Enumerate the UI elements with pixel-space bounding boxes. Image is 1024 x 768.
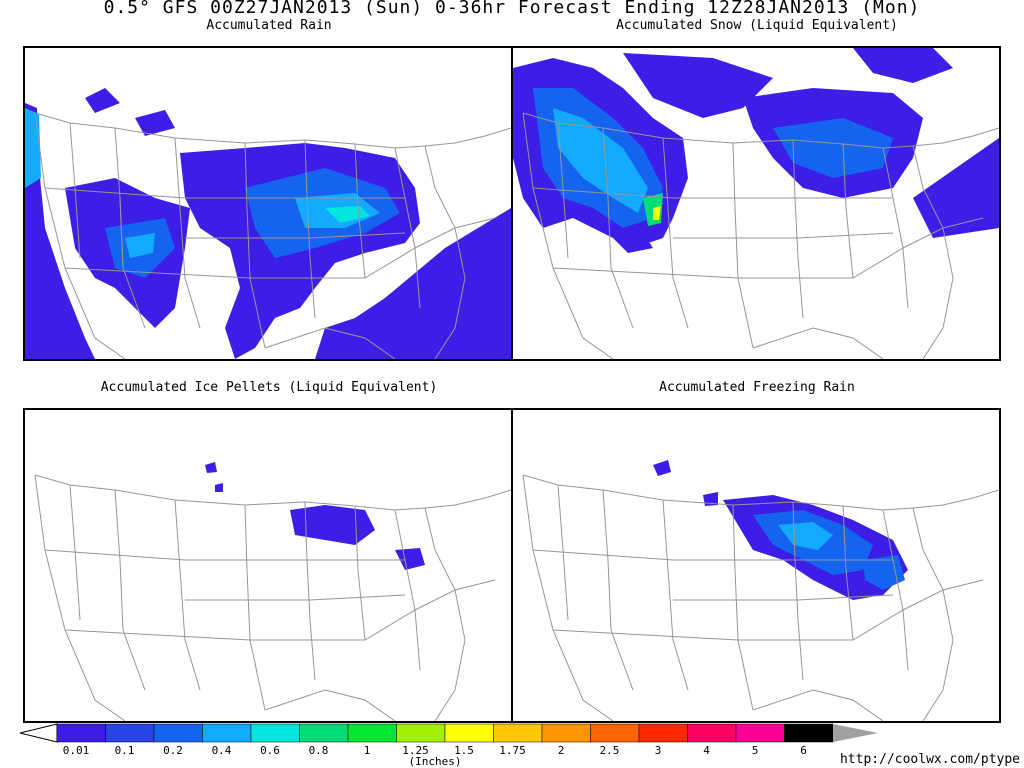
panel-title-freezing-rain: Accumulated Freezing Rain [659, 380, 855, 395]
legend-swatch [493, 723, 543, 743]
legend-swatch [735, 723, 785, 743]
panel-title-rain: Accumulated Rain [206, 18, 332, 33]
legend-label: 0.8 [308, 744, 329, 757]
legend-label: 2 [557, 744, 565, 757]
legend-label: 2.5 [599, 744, 620, 757]
legend-colorbar [19, 723, 878, 743]
precip-shading [653, 460, 908, 600]
legend-label: 1.75 [499, 744, 526, 757]
color-legend: 0.01 0.1 0.2 0.4 0.6 0.8 1 1.25 1.5 1.75 2 2.5 3 4 5 6 [0, 722, 1024, 768]
state-boundaries [34, 474, 511, 721]
legend-label: 1.25 [402, 744, 429, 757]
precip-shading [205, 462, 425, 570]
legend-label: 0.1 [114, 744, 135, 757]
state-boundaries [34, 112, 511, 359]
legend-swatch [396, 723, 446, 743]
legend-swatch [444, 723, 494, 743]
legend-high-end [833, 724, 878, 742]
legend-swatch [56, 723, 106, 743]
legend-swatch [687, 723, 737, 743]
legend-label: 1.5 [454, 744, 474, 757]
map-panel-snow [511, 46, 1001, 361]
legend-swatch [638, 723, 688, 743]
legend-units: (Inches) [408, 755, 462, 768]
page-title: 0.5° GFS 00Z27JAN2013 (Sun) 0-36hr Forec… [103, 0, 921, 18]
legend-swatch [250, 723, 300, 743]
state-boundaries [522, 474, 999, 721]
precip-shading [513, 48, 999, 253]
legend-label: 3 [654, 744, 662, 757]
map-panel-ice-pellets [23, 408, 513, 723]
legend-label: 5 [751, 744, 759, 757]
legend-label: 4 [703, 744, 710, 757]
legend-label: 6 [800, 744, 807, 757]
legend-swatch [590, 723, 640, 743]
panel-title-ice: Accumulated Ice Pellets (Liquid Equivale… [100, 380, 438, 395]
legend-label: 0.6 [260, 744, 280, 757]
legend-label: 1 [363, 744, 371, 757]
legend-label: 0.4 [211, 744, 232, 757]
legend-swatch [347, 723, 397, 743]
legend-low-end [19, 723, 58, 743]
legend-swatch [105, 723, 155, 743]
legend-swatch [153, 723, 203, 743]
map-panel-freezing-rain [511, 408, 1001, 723]
source-url[interactable]: http://coolwx.com/ptype [839, 752, 1020, 767]
map-panel-rain [23, 46, 513, 361]
precip-shading [25, 88, 511, 359]
legend-swatch [202, 723, 252, 743]
legend-swatch [299, 723, 349, 743]
legend-label: 0.01 [62, 744, 90, 757]
legend-swatch [784, 723, 834, 743]
state-boundaries [522, 112, 999, 359]
legend-swatch [541, 723, 591, 743]
panel-title-snow: Accumulated Snow (Liquid Equivalent) [616, 18, 898, 33]
legend-label: 0.2 [163, 744, 183, 757]
